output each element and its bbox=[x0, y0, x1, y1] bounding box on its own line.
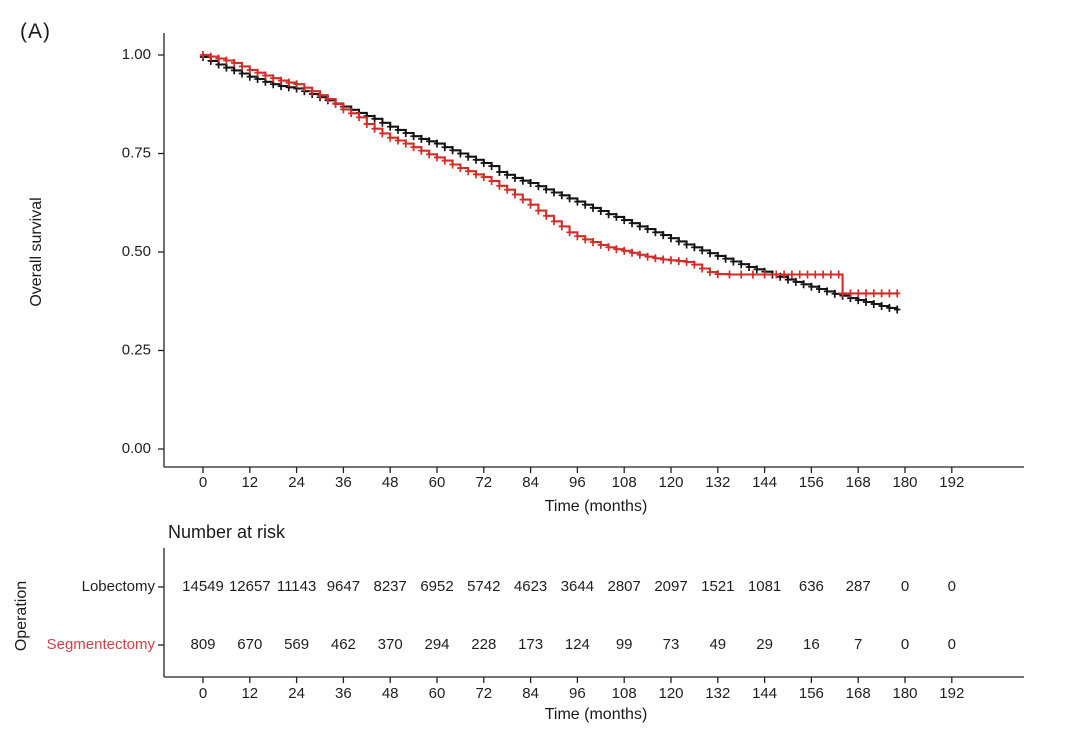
risk-value: 8237 bbox=[374, 578, 407, 595]
risk-x-tick-label: 72 bbox=[475, 685, 492, 702]
x-axis-title: Time (months) bbox=[544, 498, 648, 515]
risk-x-tick-label: 12 bbox=[241, 685, 258, 702]
risk-x-tick-label: 60 bbox=[429, 685, 446, 702]
risk-x-tick-label: 192 bbox=[939, 685, 964, 702]
risk-value: 636 bbox=[799, 578, 824, 595]
x-tick-label: 96 bbox=[569, 474, 586, 491]
risk-x-tick-label: 84 bbox=[522, 685, 539, 702]
risk-x-tick-label: 36 bbox=[335, 685, 352, 702]
risk-value: 0 bbox=[948, 636, 956, 653]
y-tick-label: 0.75 bbox=[122, 144, 151, 161]
risk-value: 14549 bbox=[182, 578, 224, 595]
x-tick-label: 156 bbox=[799, 474, 824, 491]
risk-value: 370 bbox=[378, 636, 403, 653]
risk-value: 287 bbox=[846, 578, 871, 595]
risk-x-tick-label: 180 bbox=[892, 685, 917, 702]
x-tick-label: 0 bbox=[199, 474, 207, 491]
risk-x-tick-label: 120 bbox=[658, 685, 683, 702]
risk-x-tick-label: 24 bbox=[288, 685, 305, 702]
risk-x-tick-label: 108 bbox=[612, 685, 637, 702]
risk-value: 73 bbox=[663, 636, 680, 653]
x-tick-label: 48 bbox=[382, 474, 399, 491]
x-tick-label: 36 bbox=[335, 474, 352, 491]
risk-x-tick-label: 132 bbox=[705, 685, 730, 702]
x-tick-label: 60 bbox=[429, 474, 446, 491]
survival-curve-lobectomy bbox=[203, 55, 899, 310]
risk-value: 5742 bbox=[467, 578, 500, 595]
risk-value: 173 bbox=[518, 636, 543, 653]
risk-x-tick-label: 144 bbox=[752, 685, 777, 702]
risk-value: 0 bbox=[948, 578, 956, 595]
risk-x-tick-label: 0 bbox=[199, 685, 207, 702]
censor-marks-segmentectomy bbox=[199, 51, 901, 298]
x-tick-label: 144 bbox=[752, 474, 777, 491]
risk-value: 2807 bbox=[608, 578, 641, 595]
risk-x-tick-label: 48 bbox=[382, 685, 399, 702]
risk-value: 1521 bbox=[701, 578, 734, 595]
risk-value: 294 bbox=[424, 636, 449, 653]
risk-value: 7 bbox=[854, 636, 862, 653]
y-axis-title: Overall survival bbox=[28, 197, 45, 307]
risk-value: 29 bbox=[756, 636, 773, 653]
risk-value: 569 bbox=[284, 636, 309, 653]
risk-row-label-lobectomy: Lobectomy bbox=[81, 578, 155, 595]
risk-value: 16 bbox=[803, 636, 820, 653]
risk-value: 49 bbox=[709, 636, 726, 653]
y-tick-label: 0.25 bbox=[122, 341, 151, 358]
risk-value: 12657 bbox=[229, 578, 271, 595]
risk-value: 0 bbox=[901, 578, 909, 595]
x-tick-label: 12 bbox=[241, 474, 258, 491]
risk-value: 809 bbox=[190, 636, 215, 653]
risk-value: 99 bbox=[616, 636, 633, 653]
risk-value: 462 bbox=[331, 636, 356, 653]
x-tick-label: 132 bbox=[705, 474, 730, 491]
risk-value: 0 bbox=[901, 636, 909, 653]
risk-value: 6952 bbox=[420, 578, 453, 595]
x-tick-label: 84 bbox=[522, 474, 539, 491]
risk-x-tick-label: 156 bbox=[799, 685, 824, 702]
panel-label: (A) bbox=[20, 20, 51, 43]
risk-value: 228 bbox=[471, 636, 496, 653]
risk-x-tick-label: 168 bbox=[846, 685, 871, 702]
x-tick-label: 24 bbox=[288, 474, 305, 491]
x-tick-label: 108 bbox=[612, 474, 637, 491]
risk-value: 9647 bbox=[327, 578, 360, 595]
y-tick-label: 0.50 bbox=[122, 243, 151, 260]
x-tick-label: 180 bbox=[892, 474, 917, 491]
y-tick-label: 0.00 bbox=[122, 440, 151, 457]
y-tick-label: 1.00 bbox=[122, 46, 151, 63]
risk-value: 2097 bbox=[654, 578, 687, 595]
risk-value: 4623 bbox=[514, 578, 547, 595]
x-tick-label: 192 bbox=[939, 474, 964, 491]
risk-row-label-segmentectomy: Segmentectomy bbox=[46, 636, 155, 653]
risk-x-tick-label: 96 bbox=[569, 685, 586, 702]
risk-value: 11143 bbox=[277, 578, 317, 595]
risk-x-axis-title: Time (months) bbox=[544, 706, 648, 723]
risk-table-title: Number at risk bbox=[168, 522, 286, 542]
x-tick-label: 168 bbox=[846, 474, 871, 491]
x-tick-label: 72 bbox=[475, 474, 492, 491]
risk-value: 3644 bbox=[561, 578, 594, 595]
x-tick-label: 120 bbox=[658, 474, 683, 491]
risk-value: 1081 bbox=[748, 578, 781, 595]
risk-value: 124 bbox=[565, 636, 590, 653]
risk-value: 670 bbox=[237, 636, 262, 653]
